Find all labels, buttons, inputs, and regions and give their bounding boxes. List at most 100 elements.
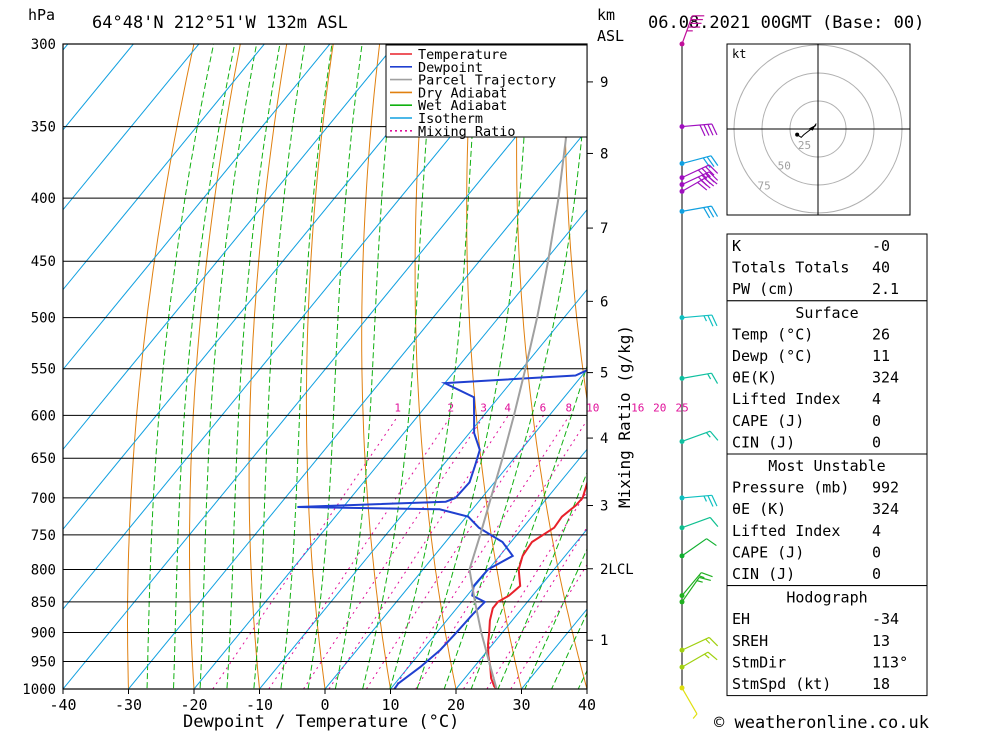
mixing-ratio-label: 16 bbox=[631, 401, 644, 414]
index-row-value: 13 bbox=[872, 632, 890, 650]
wind-barb-staff bbox=[681, 494, 712, 499]
wind-barb bbox=[679, 314, 718, 327]
wind-barb-flag bbox=[707, 495, 714, 507]
wind-barb-dot bbox=[679, 525, 685, 531]
isotherm-line bbox=[63, 44, 266, 291]
mixing-ratio-label: 10 bbox=[586, 401, 599, 414]
wind-barb-flag bbox=[696, 580, 703, 583]
wind-barb-flag bbox=[710, 155, 719, 166]
wind-barb-flag bbox=[709, 517, 719, 528]
index-row-label: Temp (°C) bbox=[732, 325, 813, 343]
pressure-tick-label: 1000 bbox=[22, 682, 56, 698]
wind-barb-flag bbox=[703, 315, 707, 322]
km-tick-label: 9 bbox=[600, 75, 608, 91]
wind-barb-flag bbox=[711, 495, 718, 507]
wind-barb-flag bbox=[711, 205, 719, 217]
x-tick-label: 0 bbox=[320, 696, 329, 714]
wind-barb-flag bbox=[701, 572, 713, 578]
legend-label: Dewpoint bbox=[418, 60, 483, 76]
mixing-ratio-line bbox=[463, 490, 587, 689]
wind-barb-staff bbox=[681, 15, 693, 45]
pressure-tick-label: 900 bbox=[31, 626, 56, 642]
index-row-label: Pressure (mb) bbox=[732, 479, 849, 497]
km-tick-label: 8 bbox=[600, 146, 608, 162]
pressure-tick-label: 700 bbox=[31, 491, 56, 507]
index-row-value: 113° bbox=[872, 653, 908, 671]
mixing-ratio-labels: 1 2 3 4 6 8 10 16 20 25 bbox=[394, 401, 688, 414]
isotherm-line bbox=[63, 44, 200, 211]
x-tick-label: 30 bbox=[512, 696, 530, 714]
index-table-box bbox=[726, 453, 928, 587]
wind-barb-dot bbox=[679, 41, 685, 47]
legend-label: Dry Adiabat bbox=[418, 85, 507, 101]
index-row-value: 18 bbox=[872, 675, 890, 693]
wind-barb-dot bbox=[679, 208, 685, 214]
index-table-title: Hodograph bbox=[786, 589, 867, 607]
x-tick-label: 20 bbox=[447, 696, 465, 714]
km-tick-label: 7 bbox=[600, 221, 608, 237]
temperature-line bbox=[486, 478, 587, 689]
wet-adiabat-line bbox=[280, 44, 333, 689]
wind-barb-flag bbox=[705, 166, 715, 176]
pressure-tick-label: 450 bbox=[31, 254, 56, 270]
wind-barb-staff bbox=[681, 636, 710, 651]
km-tick-label: 3 bbox=[600, 499, 608, 515]
km-tick-label: 5 bbox=[600, 366, 608, 382]
wind-barb-staff bbox=[681, 577, 700, 603]
index-row-label: Totals Totals bbox=[732, 259, 849, 277]
isotherm-line bbox=[63, 44, 69, 51]
mixing-ratio-label: 20 bbox=[653, 401, 666, 414]
index-row-label: CAPE (J) bbox=[732, 543, 804, 561]
wind-barb-flag bbox=[705, 638, 711, 644]
mixing-ratio-label: 4 bbox=[504, 401, 511, 414]
isotherm-line bbox=[455, 528, 587, 689]
index-row-label: θE (K) bbox=[732, 500, 786, 518]
pressure-tick-label: 500 bbox=[31, 311, 56, 327]
wind-barb bbox=[679, 205, 719, 219]
wind-barb-flag bbox=[704, 653, 710, 659]
wind-barb bbox=[679, 372, 719, 384]
wind-barb-flag bbox=[692, 713, 698, 719]
legend-label: Isotherm bbox=[418, 111, 483, 127]
wind-barb-flag bbox=[707, 651, 718, 661]
pressure-tick-label: 950 bbox=[31, 655, 56, 671]
wet-adiabat-line bbox=[416, 44, 531, 689]
hodograph-trace bbox=[796, 123, 817, 139]
hodograph: kt 25 50 75 bbox=[726, 43, 911, 216]
index-row-value: 26 bbox=[872, 325, 890, 343]
isotherm-line bbox=[63, 44, 397, 451]
legend-label: Mixing Ratio bbox=[418, 124, 516, 140]
wind-barb-dot bbox=[679, 495, 685, 501]
mixing-ratio-label: 1 bbox=[394, 401, 401, 414]
wind-barb-flag bbox=[699, 576, 711, 582]
wind-barb bbox=[679, 155, 719, 169]
wind-barb-staff bbox=[681, 430, 711, 443]
wind-barb-flag bbox=[698, 575, 705, 579]
wind-barb-flag bbox=[708, 637, 719, 647]
wind-barb-staff bbox=[681, 651, 709, 668]
pressure-tick-label: 350 bbox=[31, 120, 56, 136]
wind-barb-staff bbox=[681, 538, 707, 557]
hodograph-unit-label: kt bbox=[732, 47, 746, 61]
wind-barb-dot bbox=[679, 647, 685, 653]
wind-barb-dot bbox=[679, 315, 685, 321]
mixing-ratio-line bbox=[510, 563, 587, 689]
wind-barb-flag bbox=[703, 124, 710, 136]
wind-barb bbox=[679, 175, 718, 194]
wind-barb-dot bbox=[679, 593, 685, 599]
wind-barb-flag bbox=[706, 538, 717, 547]
index-row-value: 40 bbox=[872, 259, 890, 277]
index-row-value: -34 bbox=[872, 610, 899, 628]
pressure-tick-label: 300 bbox=[31, 37, 56, 53]
mixing-ratio-label: 2 bbox=[447, 401, 454, 414]
index-row-label: SREH bbox=[732, 632, 768, 650]
wind-barb-flag bbox=[711, 314, 718, 327]
index-row-value: 4 bbox=[872, 522, 881, 540]
wind-barb bbox=[679, 572, 713, 599]
mixing-ratio-lines bbox=[212, 415, 587, 689]
pressure-tick-label: 600 bbox=[31, 408, 56, 424]
index-row-label: θE(K) bbox=[732, 369, 777, 387]
